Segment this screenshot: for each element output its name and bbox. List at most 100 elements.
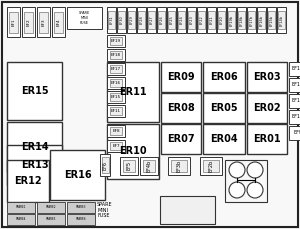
Bar — [158, 11, 165, 29]
Text: SPARE4: SPARE4 — [16, 218, 26, 221]
Bar — [200, 157, 222, 175]
Text: SPARE
MINI
FUSE: SPARE MINI FUSE — [79, 11, 90, 25]
Bar — [203, 124, 245, 154]
Text: ER12: ER12 — [14, 176, 42, 186]
Bar — [7, 202, 35, 213]
Text: EF21: EF21 — [209, 16, 214, 24]
Bar — [225, 160, 267, 202]
Bar — [257, 7, 266, 33]
Bar — [157, 7, 166, 33]
Bar — [107, 35, 125, 47]
Circle shape — [229, 182, 245, 198]
Bar — [107, 105, 125, 117]
Text: EF15: EF15 — [111, 95, 121, 99]
Text: ER03: ER03 — [253, 72, 281, 82]
Text: EF22: EF22 — [200, 16, 203, 24]
Bar — [107, 49, 125, 61]
Text: EF5: EF5 — [127, 161, 131, 171]
Bar — [178, 11, 185, 29]
Bar — [208, 11, 215, 29]
Bar — [67, 7, 102, 29]
Bar — [289, 78, 300, 92]
Bar — [110, 37, 122, 45]
Bar — [198, 11, 205, 29]
Text: EF25: EF25 — [169, 16, 173, 24]
Text: EF17: EF17 — [111, 67, 121, 71]
Text: EF20: EF20 — [220, 16, 224, 24]
Bar — [161, 93, 201, 123]
Bar — [107, 91, 125, 103]
Bar — [110, 142, 122, 150]
Bar — [167, 7, 176, 33]
Text: ER16: ER16 — [64, 170, 91, 180]
Bar — [203, 93, 245, 123]
Bar — [107, 77, 125, 89]
Text: EF28: EF28 — [140, 16, 143, 24]
Bar — [268, 11, 275, 29]
Bar — [100, 154, 110, 176]
Bar — [289, 62, 300, 76]
Bar — [7, 145, 62, 185]
Bar — [101, 157, 109, 173]
Bar — [7, 7, 20, 37]
Text: EF18b: EF18b — [239, 14, 244, 25]
Bar — [147, 7, 156, 33]
Text: EF11: EF11 — [111, 109, 121, 113]
Bar — [227, 7, 236, 33]
Text: ER04: ER04 — [210, 134, 238, 144]
Text: ER02: ER02 — [253, 103, 281, 113]
Text: EF8: EF8 — [112, 129, 120, 133]
Bar — [108, 11, 115, 29]
Bar — [207, 7, 216, 33]
Text: EF18: EF18 — [111, 53, 121, 57]
Bar — [7, 122, 62, 172]
Text: ER08: ER08 — [167, 103, 195, 113]
Text: ER06: ER06 — [210, 72, 238, 82]
Bar — [110, 65, 122, 73]
Bar — [37, 202, 65, 213]
Text: EF4: EF4 — [56, 18, 61, 26]
Text: ER11: ER11 — [119, 87, 147, 97]
Text: EF10: EF10 — [292, 114, 300, 120]
Text: ER01: ER01 — [253, 134, 281, 144]
Bar — [24, 11, 33, 33]
Text: SPARE6: SPARE6 — [76, 218, 86, 221]
Text: ER05: ER05 — [210, 103, 238, 113]
Bar — [138, 11, 145, 29]
Text: EF6: EF6 — [103, 161, 107, 169]
Bar — [54, 11, 63, 33]
Text: ER09: ER09 — [167, 72, 195, 82]
Bar — [127, 7, 136, 33]
Bar — [247, 93, 287, 123]
Text: ER14: ER14 — [21, 142, 48, 152]
Bar — [188, 11, 195, 29]
Text: EF19b: EF19b — [230, 14, 233, 25]
Text: SPARE3: SPARE3 — [76, 205, 86, 210]
Bar — [228, 11, 235, 29]
Text: EF13: EF13 — [292, 66, 300, 71]
Bar — [67, 202, 95, 213]
Circle shape — [247, 182, 263, 198]
Circle shape — [247, 162, 263, 178]
Text: SPARE
MINI
FUSE: SPARE MINI FUSE — [97, 202, 112, 218]
Bar — [143, 160, 155, 172]
Text: EF1: EF1 — [11, 18, 16, 26]
Bar — [107, 125, 125, 137]
Circle shape — [229, 162, 245, 178]
Bar — [187, 7, 196, 33]
Bar — [277, 7, 286, 33]
Bar — [110, 127, 122, 135]
Bar — [267, 7, 276, 33]
Text: EF15b: EF15b — [269, 14, 274, 25]
Bar — [148, 11, 155, 29]
Text: EF2: EF2 — [26, 18, 31, 26]
Text: EF11: EF11 — [292, 98, 300, 104]
Bar — [203, 160, 219, 172]
Bar — [37, 7, 50, 37]
Bar — [238, 11, 245, 29]
Bar — [37, 214, 65, 225]
Text: ER10: ER10 — [119, 147, 147, 156]
Bar — [39, 11, 48, 33]
Text: EF16: EF16 — [111, 81, 121, 85]
Text: SPARE2: SPARE2 — [46, 205, 56, 210]
